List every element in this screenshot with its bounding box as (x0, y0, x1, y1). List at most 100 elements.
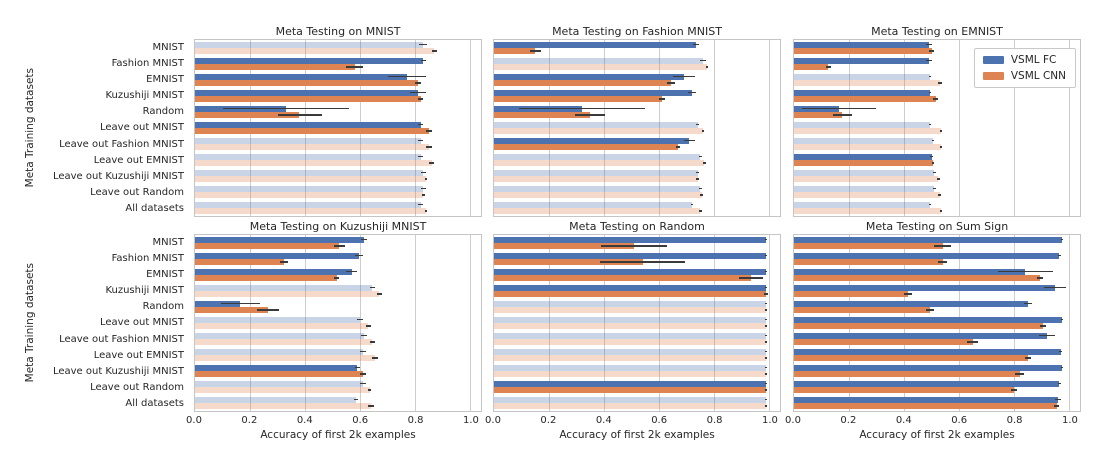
bar-cnn (494, 80, 672, 87)
plot-area-kuzushiji-mnist (194, 234, 482, 412)
error-bar (280, 261, 289, 263)
bar-group (494, 299, 780, 315)
error-bar (765, 341, 768, 343)
error-bar (928, 123, 932, 126)
bar-fc (794, 137, 933, 144)
bar-fc (494, 380, 767, 387)
gridline (415, 235, 416, 411)
bar-cnn (195, 371, 363, 378)
bar-group (494, 56, 780, 72)
bar-group (494, 136, 780, 152)
error-bar (1060, 318, 1064, 321)
bar-group (494, 120, 780, 136)
bar-cnn (494, 208, 701, 215)
legend-swatch-vsml-cnn (982, 72, 1004, 80)
bar-group (195, 88, 481, 104)
error-bar (387, 75, 426, 78)
bar-group (794, 136, 1080, 152)
gridline (769, 40, 770, 216)
category-label: Leave out Kuzushiji MNIST (52, 170, 184, 182)
bar-cnn (195, 307, 268, 314)
error-bar (696, 178, 699, 180)
bar-fc (794, 201, 931, 208)
bar-group (794, 56, 1080, 72)
bar-fc (494, 41, 697, 48)
error-bar (765, 373, 768, 375)
bar-fc (195, 57, 424, 64)
error-bar (1058, 254, 1061, 257)
category-label: Kuzushiji MNIST (105, 90, 184, 102)
bar-fc (794, 41, 929, 48)
error-bar (934, 245, 951, 247)
bar-cnn (494, 243, 635, 250)
error-bar (424, 210, 428, 212)
x-axis-title: Accuracy of first 2k examples (859, 429, 1015, 441)
x-tick-label: 0.4 (895, 415, 912, 426)
error-bar (698, 187, 702, 190)
x-tick-label: 0.2 (840, 415, 857, 426)
bar-group (494, 184, 780, 200)
bar-group (195, 184, 481, 200)
bar-group (195, 104, 481, 120)
bar-group (794, 72, 1080, 88)
bar-group (494, 283, 780, 299)
bar-cnn (794, 80, 940, 87)
bar-fc (494, 153, 701, 160)
subplot-meta-testing-on-fashion-mnist: Meta Testing on Fashion MNIST (493, 25, 781, 217)
error-bar (765, 398, 768, 401)
bar-cnn (195, 80, 418, 87)
error-bar (1060, 366, 1064, 369)
error-bar (696, 171, 699, 174)
bar-group (794, 184, 1080, 200)
bar-cnn (794, 144, 942, 151)
bar-fc (494, 268, 767, 275)
category-labels-bottom: MNIST Fashion MNIST EMNIST Kuzushiji MNIST R… (0, 234, 189, 412)
bar-group (195, 251, 481, 267)
error-bar (1058, 382, 1061, 385)
error-bar (417, 98, 424, 100)
error-bar (696, 123, 699, 126)
bar-fc (794, 153, 932, 160)
error-bar (765, 325, 768, 327)
x-tick-label: 0.0 (186, 415, 202, 426)
bar-fc (494, 236, 767, 243)
bar-cnn (195, 355, 376, 362)
error-bar (931, 139, 935, 142)
bar-fc (195, 364, 358, 371)
error-bar (997, 270, 1053, 273)
bar-fc (195, 348, 363, 355)
bar-fc (494, 73, 684, 80)
bar-fc (794, 300, 1028, 307)
gridline (659, 40, 660, 216)
error-bar (765, 286, 768, 289)
error-bar (765, 318, 768, 321)
error-bar (702, 162, 706, 164)
bar-group (195, 299, 481, 315)
gridline (959, 40, 960, 216)
bar-cnn (494, 176, 698, 183)
bar-fc (494, 284, 767, 291)
error-bar (346, 66, 363, 68)
bar-group (794, 347, 1080, 363)
subplot-title: Meta Testing on Sum Sign (865, 220, 1009, 233)
bar-group (494, 315, 780, 331)
error-bar (372, 357, 378, 359)
bar-group (195, 347, 481, 363)
bar-fc (794, 89, 931, 96)
error-bar (518, 107, 646, 110)
error-bar (420, 187, 426, 190)
bar-cnn (195, 128, 429, 135)
bar-fc (195, 121, 421, 128)
subplot-title: Meta Testing on Random (569, 220, 705, 233)
category-label: Random (142, 301, 184, 313)
bar-group (494, 104, 780, 120)
gridline (1014, 40, 1015, 216)
bar-group (195, 331, 481, 347)
error-bar (676, 146, 681, 148)
error-bar (1023, 302, 1032, 305)
bar-cnn (195, 176, 426, 183)
bar-fc (195, 73, 407, 80)
legend-label: VSML FC (1010, 54, 1057, 66)
x-tick-label: 0.0 (785, 415, 801, 426)
bar-group (494, 379, 780, 395)
